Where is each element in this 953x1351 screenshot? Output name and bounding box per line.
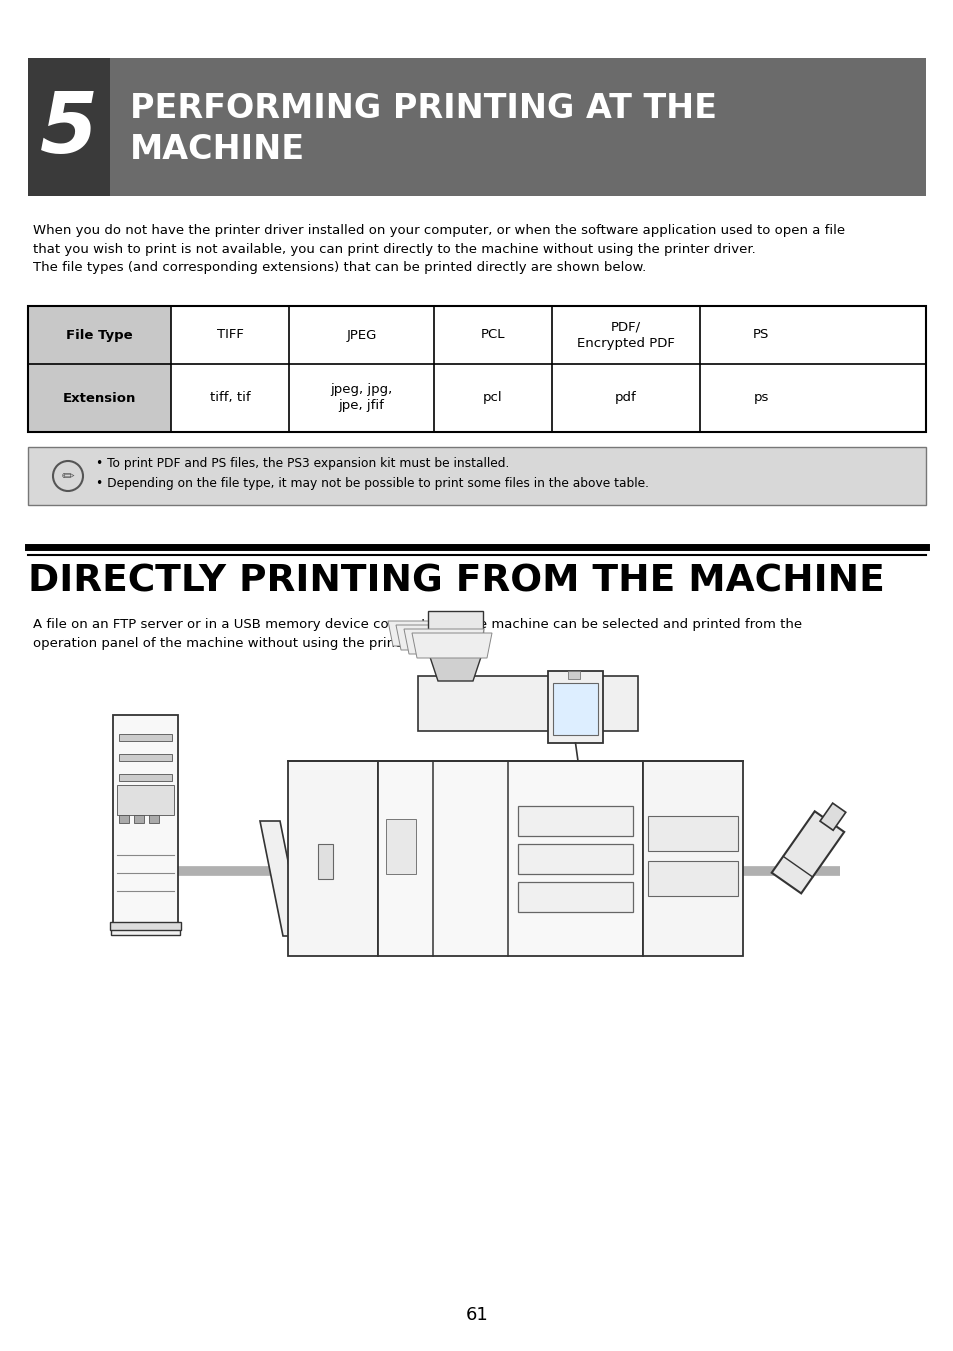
Text: File Type: File Type [66,328,132,342]
Bar [149,815,159,823]
Text: 5: 5 [40,89,98,169]
Text: pdf: pdf [615,392,637,404]
Bar [820,802,845,831]
Text: When you do not have the printer driver installed on your computer, or when the : When you do not have the printer driver … [33,224,844,274]
Bar [112,715,178,935]
Text: DIRECTLY PRINTING FROM THE MACHINE: DIRECTLY PRINTING FROM THE MACHINE [28,563,883,598]
Bar [110,921,181,929]
Text: • Depending on the file type, it may not be possible to print some files in the : • Depending on the file type, it may not… [96,477,648,490]
Text: ✏: ✏ [62,469,74,484]
Bar [119,815,129,823]
Bar [133,815,144,823]
Polygon shape [412,634,492,658]
Bar [517,844,633,874]
Bar [28,305,925,432]
Bar [119,754,172,761]
Bar [28,363,171,432]
Bar [119,794,172,801]
Bar [377,761,642,957]
Bar [119,734,172,740]
Polygon shape [388,621,468,646]
Text: PS: PS [752,328,768,342]
Bar [119,774,172,781]
Bar [771,812,843,893]
Polygon shape [395,626,476,650]
Bar [28,447,925,505]
Bar [28,305,171,363]
Text: pcl: pcl [482,392,502,404]
Bar [28,58,925,196]
Text: • To print PDF and PS files, the PS3 expansion kit must be installed.: • To print PDF and PS files, the PS3 exp… [96,457,509,470]
Bar [553,684,598,735]
Polygon shape [403,630,483,654]
Text: PCL: PCL [480,328,505,342]
Text: JPEG: JPEG [346,328,376,342]
Bar [647,861,738,896]
Bar [642,761,742,957]
Text: tiff, tif: tiff, tif [210,392,250,404]
Bar [28,58,110,196]
Bar [417,676,638,731]
Bar [288,761,377,957]
Bar [517,807,633,836]
Bar [117,785,173,815]
Text: jpeg, jpg,
jpe, jfif: jpeg, jpg, jpe, jfif [330,384,393,412]
Bar [567,671,579,680]
Bar [647,816,738,851]
Text: A file on an FTP server or in a USB memory device connected to the machine can b: A file on an FTP server or in a USB memo… [33,617,801,650]
Bar [517,882,633,912]
Text: PDF/
Encrypted PDF: PDF/ Encrypted PDF [577,320,674,350]
Bar [111,923,180,935]
Text: TIFF: TIFF [216,328,243,342]
Text: ps: ps [753,392,768,404]
Text: Extension: Extension [63,392,136,404]
Bar [547,671,602,743]
Bar [428,611,482,651]
Polygon shape [260,821,303,936]
Text: PERFORMING PRINTING AT THE
MACHINE: PERFORMING PRINTING AT THE MACHINE [130,92,717,166]
Text: 61: 61 [465,1306,488,1324]
Bar [317,843,333,878]
Bar [386,819,416,874]
Polygon shape [428,651,482,681]
